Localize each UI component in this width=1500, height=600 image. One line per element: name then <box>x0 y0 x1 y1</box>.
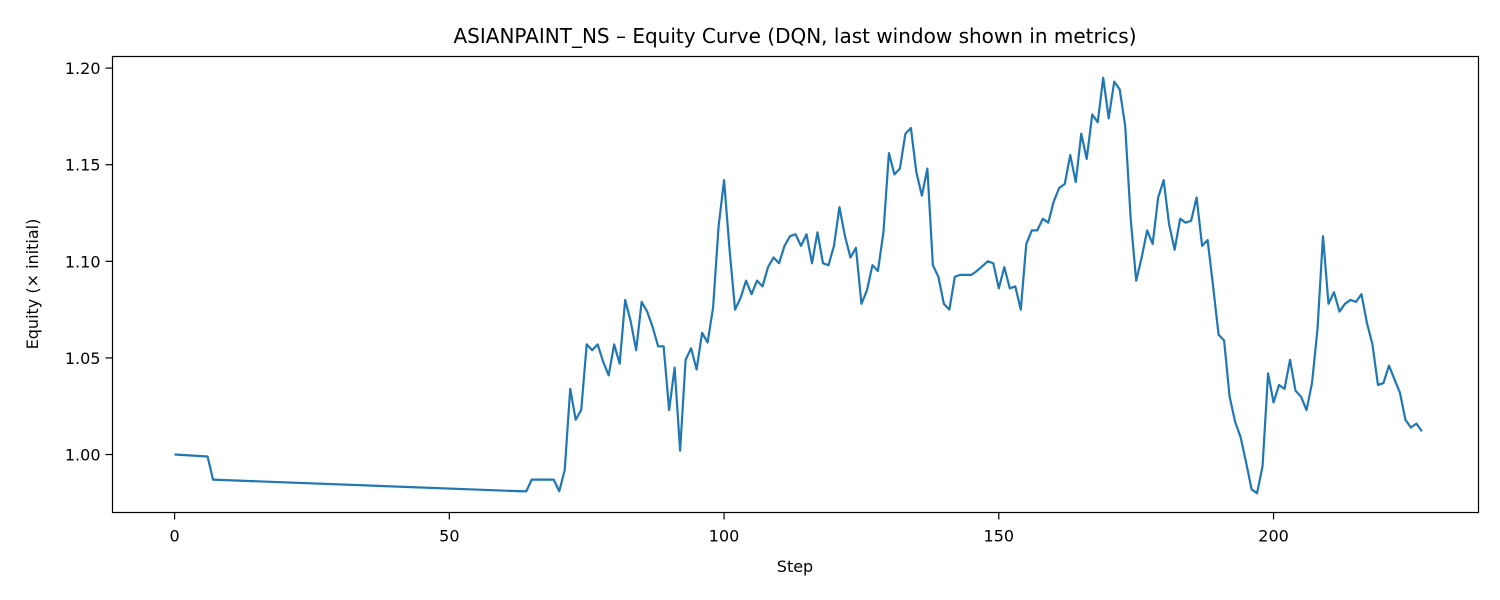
x-tick-label: 50 <box>439 527 459 546</box>
y-tick-label: 1.00 <box>65 446 101 465</box>
x-tick-label: 100 <box>709 527 740 546</box>
y-tick-label: 1.15 <box>65 156 101 175</box>
x-tick-label: 0 <box>169 527 179 546</box>
x-tick-label: 150 <box>984 527 1015 546</box>
x-tick-label: 200 <box>1258 527 1289 546</box>
y-tick-label: 1.05 <box>65 349 101 368</box>
y-axis-ticks: 1.00 1.05 1.10 1.15 1.20 <box>65 59 113 465</box>
y-axis-label: Equity (× initial) <box>23 219 42 350</box>
plot-area-frame <box>111 55 1480 514</box>
x-axis-ticks: 0 50 100 150 200 <box>169 512 1289 546</box>
chart-title: ASIANPAINT_NS – Equity Curve (DQN, last … <box>453 24 1136 48</box>
y-tick-label: 1.10 <box>65 252 101 271</box>
x-axis-label: Step <box>777 557 813 576</box>
y-tick-label: 1.20 <box>65 59 101 78</box>
equity-series-line <box>174 76 1423 495</box>
